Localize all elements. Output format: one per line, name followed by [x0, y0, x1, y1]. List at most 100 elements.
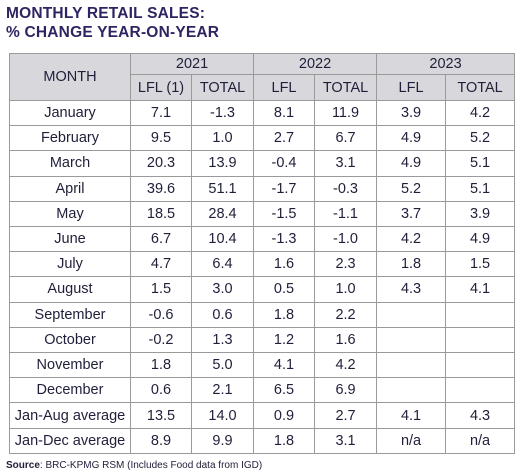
year-header-2021: 2021: [129, 53, 255, 75]
value-cell: [445, 351, 516, 379]
title-line-2: % CHANGE YEAR-ON-YEAR: [6, 24, 220, 41]
value-cell: 51.1: [190, 175, 255, 202]
value-cell: 4.9: [376, 150, 447, 177]
month-cell: June: [9, 225, 131, 253]
value-cell: 6.7: [314, 125, 378, 152]
value-cell: 2.2: [314, 301, 378, 328]
value-cell: 0.5: [253, 276, 316, 303]
value-cell: n/a: [445, 427, 516, 455]
month-cell: July: [9, 251, 131, 278]
value-cell: [445, 326, 516, 353]
value-cell: 3.0: [190, 276, 255, 303]
value-cell: 39.6: [130, 175, 192, 202]
value-cell: 4.7: [130, 251, 192, 278]
table-row: July 4.7 6.4 1.6 2.3 1.8 1.5: [9, 251, 516, 278]
value-cell: 0.6: [190, 301, 255, 328]
value-cell: -1.5: [253, 200, 316, 227]
source-label: Source: [6, 460, 40, 471]
table-body: January 7.1 -1.3 8.1 11.9 3.9 4.2 February 9.5 1.…: [9, 99, 516, 455]
value-cell: 13.5: [130, 402, 192, 429]
table-row: February 9.5 1.0 2.7 6.7 4.9 5.2: [9, 125, 516, 152]
year-header-2022: 2022: [253, 53, 378, 75]
retail-sales-table: MONTH 2021 2022 2023 LFL (1) TOTAL LFL T…: [9, 53, 516, 455]
value-cell: [445, 301, 516, 328]
month-cell: Jan-Aug average: [9, 402, 131, 429]
value-cell: [376, 351, 447, 379]
value-cell: 5.1: [445, 150, 516, 177]
value-cell: 4.1: [376, 402, 447, 429]
value-cell: 11.9: [314, 99, 378, 127]
value-cell: 2.7: [314, 402, 378, 429]
value-cell: 8.1: [253, 99, 316, 127]
month-cell: Jan-Dec average: [9, 427, 131, 455]
table-row: Jan-Dec average 8.9 9.9 1.8 3.1 n/a n/a: [9, 427, 516, 455]
month-column-header: MONTH: [9, 53, 131, 101]
value-cell: 1.0: [314, 276, 378, 303]
value-cell: 4.2: [376, 225, 447, 253]
value-cell: 1.5: [445, 251, 516, 278]
value-cell: 3.7: [376, 200, 447, 227]
value-cell: 4.2: [314, 351, 378, 379]
value-cell: -1.0: [314, 225, 378, 253]
value-cell: 3.9: [445, 200, 516, 227]
value-cell: 18.5: [130, 200, 192, 227]
month-cell: November: [9, 351, 131, 379]
month-cell: April: [9, 175, 131, 202]
value-cell: 10.4: [190, 225, 255, 253]
value-cell: 4.9: [445, 225, 516, 253]
value-cell: 3.9: [376, 99, 447, 127]
value-cell: 8.9: [130, 427, 192, 455]
table-row: January 7.1 -1.3 8.1 11.9 3.9 4.2: [9, 99, 516, 127]
value-cell: 5.2: [445, 125, 516, 152]
value-cell: 4.9: [376, 125, 447, 152]
source-text: : BRC-KPMG RSM (Includes Food data from …: [39, 460, 263, 471]
value-cell: 0.9: [253, 402, 316, 429]
subheader-lfl-2021: LFL (1): [130, 74, 192, 101]
value-cell: 1.6: [314, 326, 378, 353]
month-cell: December: [9, 377, 131, 404]
value-cell: 6.4: [190, 251, 255, 278]
value-cell: 6.7: [130, 225, 192, 253]
value-cell: 9.9: [190, 427, 255, 455]
month-cell: February: [9, 125, 131, 152]
table-row: May 18.5 28.4 -1.5 -1.1 3.7 3.9: [9, 200, 516, 227]
value-cell: 13.9: [190, 150, 255, 177]
value-cell: 4.3: [376, 276, 447, 303]
title-line-1: MONTHLY RETAIL SALES:: [6, 5, 206, 22]
value-cell: -0.4: [253, 150, 316, 177]
value-cell: 3.1: [314, 427, 378, 455]
month-cell: January: [9, 99, 131, 127]
value-cell: 9.5: [130, 125, 192, 152]
value-cell: 28.4: [190, 200, 255, 227]
value-cell: 2.3: [314, 251, 378, 278]
value-cell: 1.8: [253, 301, 316, 328]
subheader-total-2022: TOTAL: [314, 74, 378, 101]
table-row: Jan-Aug average 13.5 14.0 0.9 2.7 4.1 4.3: [9, 402, 516, 429]
value-cell: 3.1: [314, 150, 378, 177]
table-row: August 1.5 3.0 0.5 1.0 4.3 4.1: [9, 276, 516, 303]
table-row: September -0.6 0.6 1.8 2.2: [9, 301, 516, 328]
value-cell: 4.3: [445, 402, 516, 429]
value-cell: [376, 326, 447, 353]
value-cell: 5.1: [445, 175, 516, 202]
value-cell: 4.1: [253, 351, 316, 379]
month-cell: May: [9, 200, 131, 227]
month-cell: October: [9, 326, 131, 353]
subheader-total-2021: TOTAL: [190, 74, 255, 101]
value-cell: 6.5: [253, 377, 316, 404]
value-cell: 1.8: [376, 251, 447, 278]
value-cell: -0.2: [130, 326, 192, 353]
value-cell: 14.0: [190, 402, 255, 429]
value-cell: 2.7: [253, 125, 316, 152]
month-cell: August: [9, 276, 131, 303]
table-title: MONTHLY RETAIL SALES: % CHANGE YEAR-ON-Y…: [6, 4, 516, 42]
table-row: June 6.7 10.4 -1.3 -1.0 4.2 4.9: [9, 225, 516, 253]
value-cell: 6.9: [314, 377, 378, 404]
table-row: October -0.2 1.3 1.2 1.6: [9, 326, 516, 353]
value-cell: 1.5: [130, 276, 192, 303]
value-cell: 20.3: [130, 150, 192, 177]
value-cell: -0.3: [314, 175, 378, 202]
value-cell: -1.3: [253, 225, 316, 253]
table-row: March 20.3 13.9 -0.4 3.1 4.9 5.1: [9, 150, 516, 177]
value-cell: -1.3: [190, 99, 255, 127]
